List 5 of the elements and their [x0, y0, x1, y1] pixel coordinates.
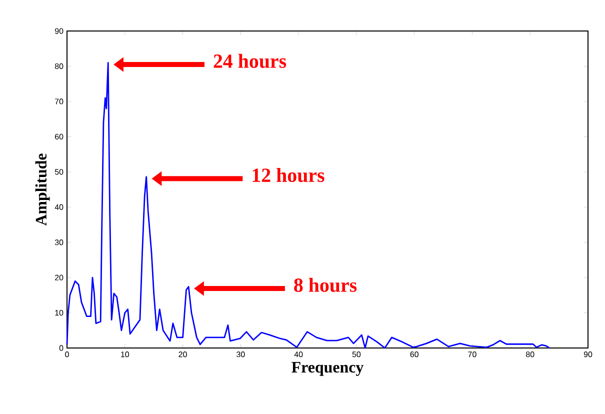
- y-axis-title: Amplitude: [35, 154, 50, 226]
- annotation: 12 hours: [252, 168, 324, 182]
- x-axis-title: Frequency: [292, 362, 364, 376]
- annotation: 24 hours: [214, 54, 286, 68]
- annotation: 8 hours: [294, 278, 357, 292]
